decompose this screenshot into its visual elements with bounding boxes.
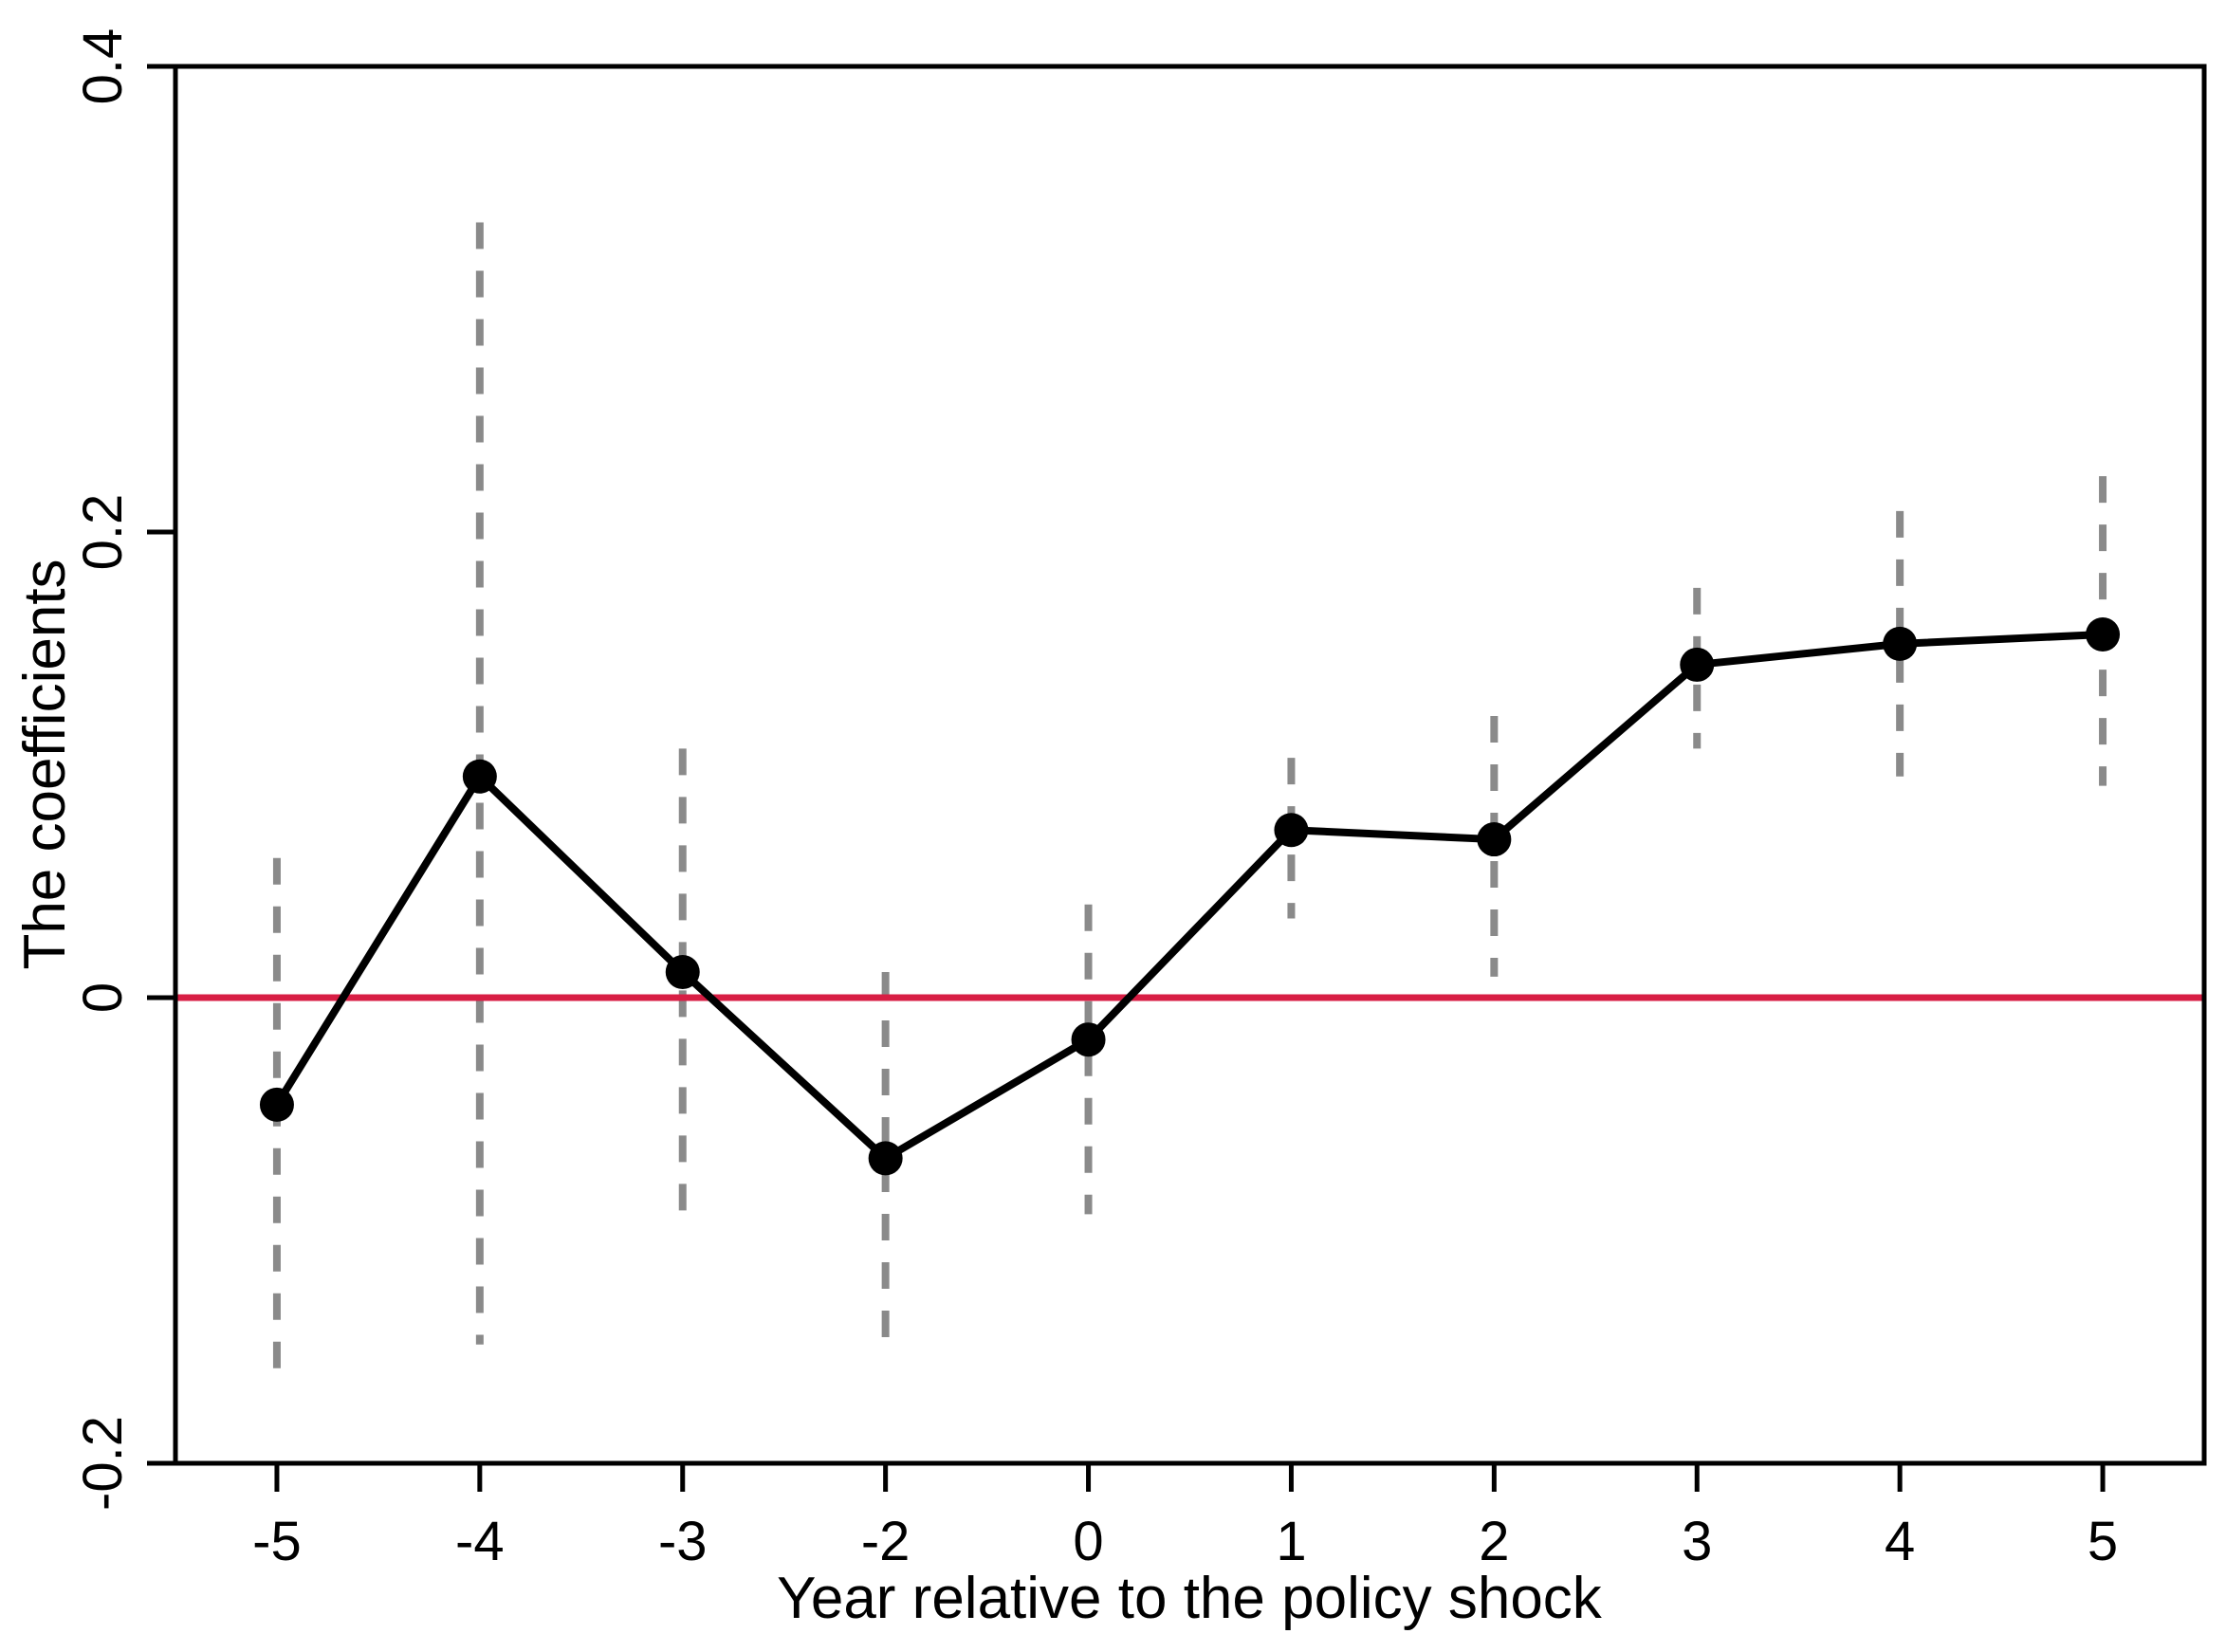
y-tick-label: -0.2 [72, 1416, 134, 1511]
x-tick-label: 0 [1073, 1511, 1103, 1572]
x-tick-label: -5 [252, 1511, 302, 1572]
x-tick-label: -4 [455, 1511, 505, 1572]
coefficient-point [1680, 647, 1715, 682]
y-tick-label: 0 [72, 982, 134, 1013]
coefficient-point [1274, 813, 1309, 848]
x-tick-label: 4 [1885, 1511, 1915, 1572]
y-axis-title: The coefficients [12, 559, 78, 969]
plot-area-border [173, 64, 2207, 1466]
x-tick-label: 1 [1276, 1511, 1306, 1572]
coefficient-point [665, 954, 700, 989]
x-tick-label: -3 [658, 1511, 708, 1572]
x-axis-title: Year relative to the policy shock [777, 1566, 1603, 1631]
x-tick-label: 3 [1682, 1511, 1712, 1572]
error-bars-layer [272, 222, 2107, 1370]
coefficient-point [868, 1141, 903, 1176]
y-tick-label: 0.4 [72, 28, 134, 105]
x-tick-label: 2 [1479, 1511, 1509, 1572]
x-tick-label: -2 [861, 1511, 911, 1572]
coefficient-point [2086, 617, 2121, 652]
coefficient-point [1071, 1022, 1106, 1057]
series-line-layer [272, 631, 2107, 1163]
coefficient-point [1477, 822, 1512, 857]
coefficient-point [259, 1087, 294, 1122]
x-axis-ticks: -5 -4 -3 -2 0 1 2 3 4 5 [252, 1463, 2118, 1572]
coefficient-point [462, 759, 497, 794]
y-axis-ticks: 0.4 0.2 0 -0.2 [72, 28, 175, 1511]
coefficient-line [272, 631, 2107, 1163]
y-tick-label: 0.2 [72, 494, 134, 571]
coefficient-point [1883, 626, 1918, 661]
x-tick-label: 5 [2088, 1511, 2118, 1572]
series-points-layer [259, 617, 2121, 1176]
